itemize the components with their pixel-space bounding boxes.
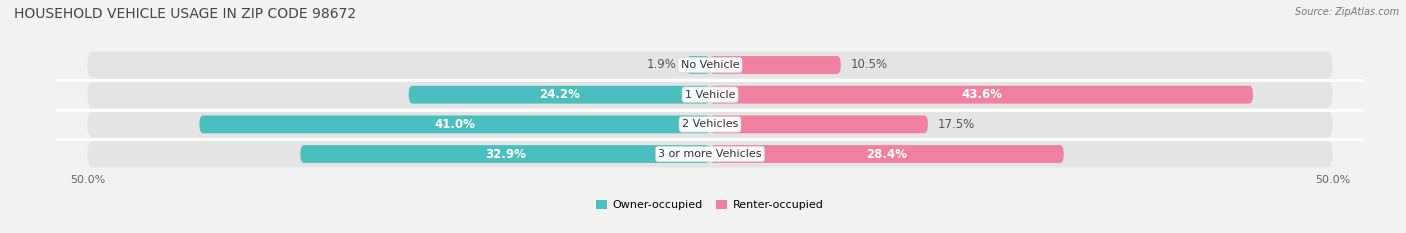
FancyBboxPatch shape	[200, 115, 710, 133]
Legend: Owner-occupied, Renter-occupied: Owner-occupied, Renter-occupied	[592, 196, 828, 215]
FancyBboxPatch shape	[87, 52, 1333, 78]
Text: 32.9%: 32.9%	[485, 147, 526, 161]
FancyBboxPatch shape	[686, 56, 710, 74]
FancyBboxPatch shape	[710, 86, 1253, 104]
Text: No Vehicle: No Vehicle	[681, 60, 740, 70]
FancyBboxPatch shape	[710, 115, 928, 133]
FancyBboxPatch shape	[87, 141, 1333, 167]
Text: 3 or more Vehicles: 3 or more Vehicles	[658, 149, 762, 159]
FancyBboxPatch shape	[87, 81, 1333, 108]
Text: HOUSEHOLD VEHICLE USAGE IN ZIP CODE 98672: HOUSEHOLD VEHICLE USAGE IN ZIP CODE 9867…	[14, 7, 356, 21]
FancyBboxPatch shape	[87, 111, 1333, 138]
Text: 28.4%: 28.4%	[866, 147, 907, 161]
Text: 41.0%: 41.0%	[434, 118, 475, 131]
FancyBboxPatch shape	[710, 145, 1064, 163]
Text: 17.5%: 17.5%	[938, 118, 976, 131]
Text: Source: ZipAtlas.com: Source: ZipAtlas.com	[1295, 7, 1399, 17]
Text: 2 Vehicles: 2 Vehicles	[682, 119, 738, 129]
FancyBboxPatch shape	[409, 86, 710, 104]
Text: 10.5%: 10.5%	[851, 58, 887, 72]
Text: 1 Vehicle: 1 Vehicle	[685, 90, 735, 100]
FancyBboxPatch shape	[710, 56, 841, 74]
Text: 43.6%: 43.6%	[962, 88, 1002, 101]
Text: 24.2%: 24.2%	[538, 88, 579, 101]
Text: 1.9%: 1.9%	[647, 58, 676, 72]
FancyBboxPatch shape	[301, 145, 710, 163]
